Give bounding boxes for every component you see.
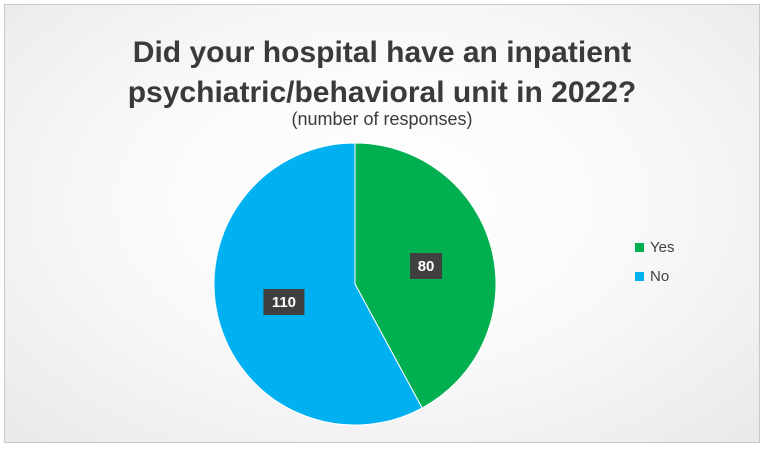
pie-slice-no	[213, 142, 423, 426]
legend-label-no: No	[650, 268, 670, 285]
legend-swatch-yes	[635, 243, 644, 252]
data-label-no: 110	[263, 288, 305, 315]
data-label-value: 80	[418, 258, 435, 275]
chart-title-line-2: psychiatric/behavioral unit in 2022?	[127, 76, 637, 109]
pie-chart: 80 110	[213, 142, 497, 426]
legend-item-no: No	[635, 262, 674, 291]
data-label-value: 110	[272, 294, 296, 311]
legend-swatch-no	[635, 272, 644, 281]
chart-area: Did your hospital have an inpatient psyc…	[4, 4, 760, 443]
legend-label-yes: Yes	[650, 239, 675, 256]
chart-title-line-1: Did your hospital have an inpatient	[132, 36, 632, 69]
chart-title: Did your hospital have an inpatient psyc…	[5, 33, 759, 113]
chart-subtitle: (number of responses)	[291, 109, 473, 129]
data-label-yes: 80	[410, 253, 443, 280]
data-label-box	[410, 253, 443, 280]
data-label-box	[263, 288, 305, 315]
legend-item-yes: Yes	[635, 233, 674, 262]
legend: Yes No	[635, 233, 674, 291]
